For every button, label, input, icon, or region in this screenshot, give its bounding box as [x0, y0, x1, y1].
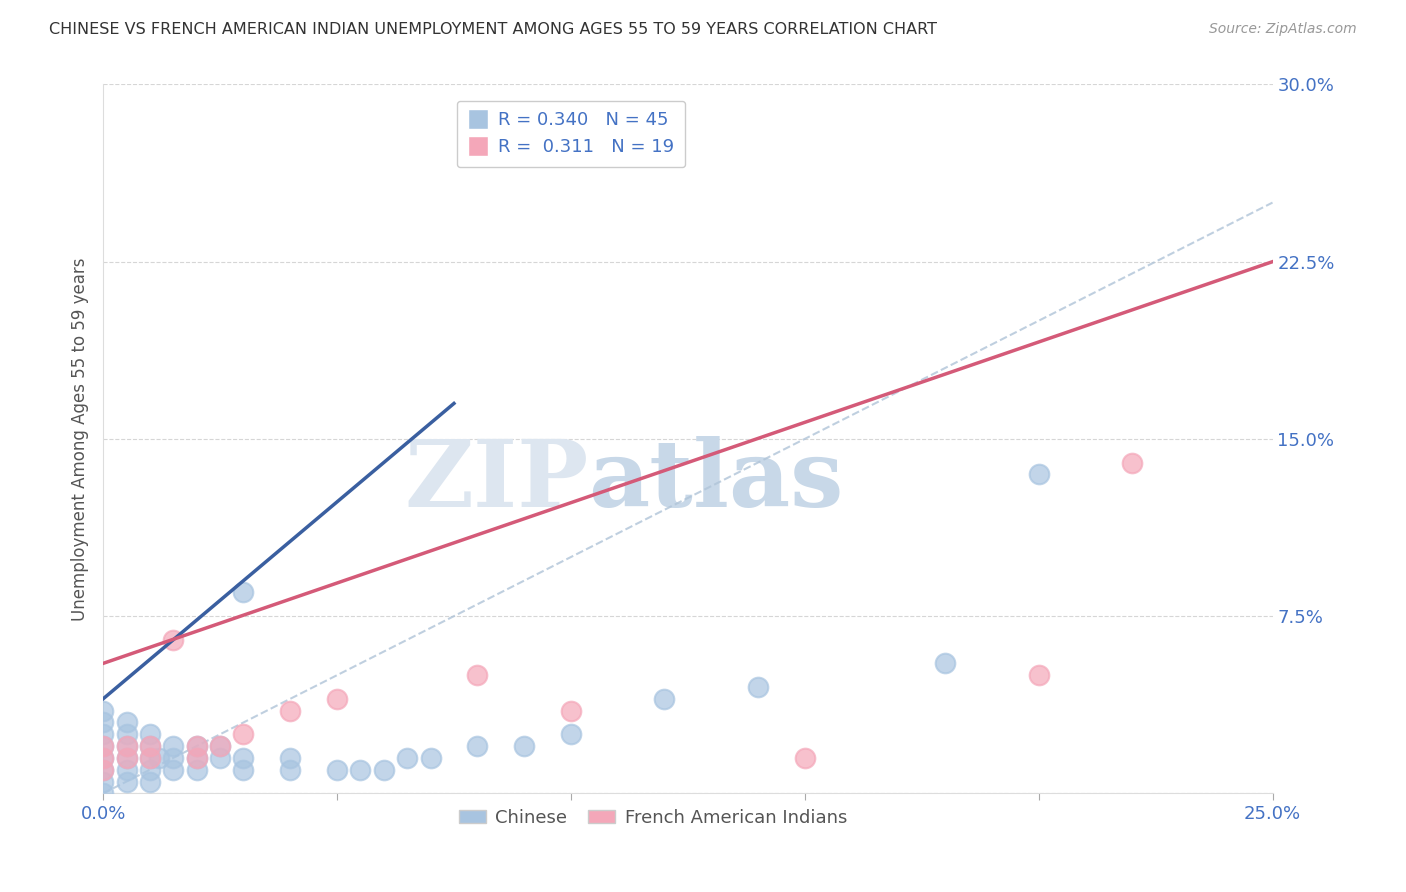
- Point: [186, 763, 208, 777]
- Y-axis label: Unemployment Among Ages 55 to 59 years: Unemployment Among Ages 55 to 59 years: [72, 257, 89, 621]
- Point: [232, 585, 254, 599]
- Point: [115, 727, 138, 741]
- Point: [186, 751, 208, 765]
- Point: [115, 774, 138, 789]
- Point: [419, 751, 441, 765]
- Text: ZIP: ZIP: [404, 436, 589, 526]
- Text: CHINESE VS FRENCH AMERICAN INDIAN UNEMPLOYMENT AMONG AGES 55 TO 59 YEARS CORRELA: CHINESE VS FRENCH AMERICAN INDIAN UNEMPL…: [49, 22, 938, 37]
- Point: [654, 691, 676, 706]
- Point: [209, 739, 232, 753]
- Point: [396, 751, 419, 765]
- Point: [162, 763, 184, 777]
- Point: [232, 751, 254, 765]
- Text: Source: ZipAtlas.com: Source: ZipAtlas.com: [1209, 22, 1357, 37]
- Point: [139, 739, 162, 753]
- Point: [91, 763, 114, 777]
- Point: [162, 632, 184, 647]
- Point: [209, 739, 232, 753]
- Point: [115, 751, 138, 765]
- Point: [326, 763, 349, 777]
- Point: [115, 751, 138, 765]
- Point: [91, 774, 114, 789]
- Point: [465, 668, 488, 682]
- Point: [465, 739, 488, 753]
- Point: [91, 751, 114, 765]
- Point: [139, 751, 162, 765]
- Point: [278, 704, 301, 718]
- Point: [91, 751, 114, 765]
- Point: [560, 727, 582, 741]
- Point: [139, 739, 162, 753]
- Point: [115, 739, 138, 753]
- Point: [91, 727, 114, 741]
- Point: [232, 763, 254, 777]
- Point: [186, 739, 208, 753]
- Point: [278, 751, 301, 765]
- Point: [349, 763, 371, 777]
- Point: [1121, 456, 1143, 470]
- Point: [139, 751, 162, 765]
- Point: [373, 763, 395, 777]
- Point: [115, 715, 138, 730]
- Point: [326, 691, 349, 706]
- Point: [278, 763, 301, 777]
- Point: [209, 751, 232, 765]
- Point: [91, 739, 114, 753]
- Point: [139, 774, 162, 789]
- Point: [91, 739, 114, 753]
- Point: [162, 739, 184, 753]
- Point: [162, 751, 184, 765]
- Point: [115, 763, 138, 777]
- Point: [139, 763, 162, 777]
- Point: [793, 751, 815, 765]
- Point: [91, 786, 114, 800]
- Point: [186, 751, 208, 765]
- Text: atlas: atlas: [589, 436, 844, 526]
- Point: [186, 739, 208, 753]
- Legend: Chinese, French American Indians: Chinese, French American Indians: [451, 802, 853, 834]
- Point: [148, 751, 170, 765]
- Point: [1028, 467, 1050, 482]
- Point: [1028, 668, 1050, 682]
- Point: [91, 715, 114, 730]
- Point: [934, 657, 956, 671]
- Point: [513, 739, 536, 753]
- Point: [91, 704, 114, 718]
- Point: [747, 680, 769, 694]
- Point: [115, 739, 138, 753]
- Point: [560, 704, 582, 718]
- Point: [91, 763, 114, 777]
- Point: [232, 727, 254, 741]
- Point: [139, 727, 162, 741]
